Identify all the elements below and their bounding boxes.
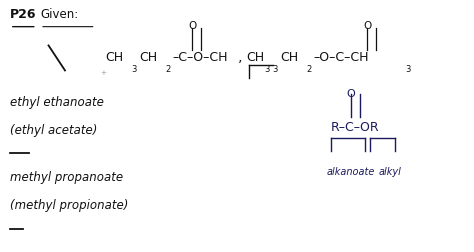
Text: 2: 2 (165, 65, 170, 74)
Text: (ethyl acetate): (ethyl acetate) (10, 123, 97, 136)
Text: methyl propanoate: methyl propanoate (10, 170, 123, 183)
Text: O: O (347, 89, 356, 99)
Text: R–C–OR: R–C–OR (331, 120, 380, 134)
Text: ethyl ethanoate: ethyl ethanoate (10, 96, 104, 109)
Text: P26: P26 (10, 8, 36, 21)
Text: 2: 2 (306, 65, 311, 74)
Text: CH: CH (139, 51, 157, 64)
Text: –C–O–CH: –C–O–CH (173, 51, 228, 64)
Text: CH: CH (246, 51, 264, 64)
Text: 3: 3 (406, 65, 411, 74)
Text: alkanoate: alkanoate (327, 166, 375, 176)
Text: O: O (189, 21, 197, 31)
Text: alkyl: alkyl (378, 166, 401, 176)
Text: 3: 3 (264, 65, 270, 74)
Text: CH: CH (280, 51, 299, 64)
Text: ,: , (225, 50, 243, 64)
Text: 3: 3 (273, 65, 278, 74)
Text: –O–C–CH: –O–C–CH (314, 51, 369, 64)
Text: (methyl propionate): (methyl propionate) (10, 198, 128, 211)
Text: CH: CH (105, 51, 123, 64)
Text: Given:: Given: (40, 8, 78, 21)
Text: O: O (363, 21, 372, 31)
Text: 3: 3 (131, 65, 137, 74)
Text: +: + (100, 70, 106, 76)
